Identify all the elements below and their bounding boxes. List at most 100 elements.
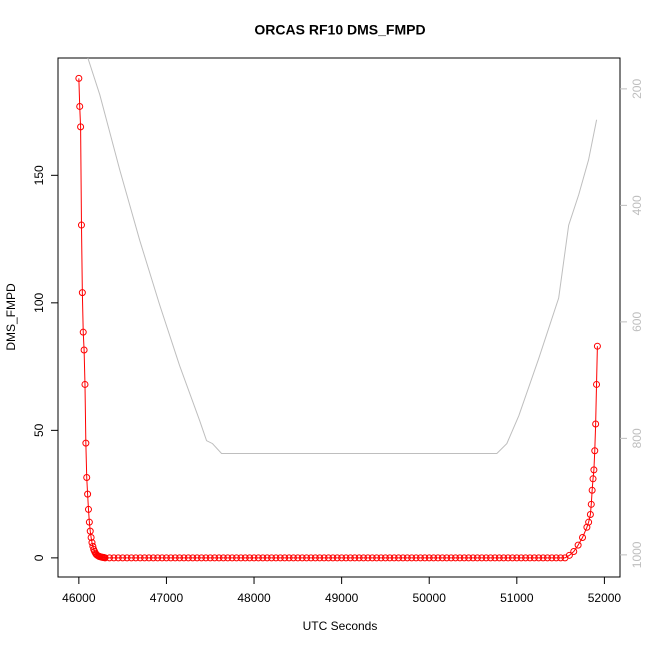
point xyxy=(246,554,254,562)
point xyxy=(268,554,276,562)
point xyxy=(263,554,271,562)
point xyxy=(395,554,403,562)
point xyxy=(508,554,516,562)
point xyxy=(233,554,241,562)
point xyxy=(451,554,459,562)
point xyxy=(469,554,477,562)
point xyxy=(588,486,596,494)
point xyxy=(81,380,89,388)
point xyxy=(79,328,87,336)
point xyxy=(307,554,315,562)
point xyxy=(228,554,236,562)
point xyxy=(552,554,560,562)
point xyxy=(324,554,332,562)
point xyxy=(123,554,131,562)
point xyxy=(593,342,601,350)
point xyxy=(513,554,521,562)
y2-tick-label: 600 xyxy=(630,312,644,332)
point xyxy=(254,554,262,562)
point xyxy=(87,533,95,541)
point xyxy=(303,554,311,562)
point xyxy=(83,474,91,482)
point xyxy=(487,554,495,562)
point xyxy=(85,518,93,526)
x-axis-label: UTC Seconds xyxy=(303,619,378,633)
point xyxy=(171,554,179,562)
point xyxy=(106,554,114,562)
point xyxy=(421,554,429,562)
y-tick-label: 50 xyxy=(32,423,46,437)
point xyxy=(399,554,407,562)
chart-title: ORCAS RF10 DMS_FMPD xyxy=(254,22,425,38)
point xyxy=(342,554,350,562)
point xyxy=(377,554,385,562)
point xyxy=(591,447,599,455)
point xyxy=(386,554,394,562)
point xyxy=(530,554,538,562)
point xyxy=(491,554,499,562)
point xyxy=(574,541,582,549)
point xyxy=(78,289,86,297)
point xyxy=(355,554,363,562)
point xyxy=(338,554,346,562)
point xyxy=(197,554,205,562)
point xyxy=(517,554,525,562)
point xyxy=(224,554,232,562)
point xyxy=(110,554,118,562)
series-line xyxy=(87,57,598,455)
point xyxy=(80,346,88,354)
point xyxy=(202,554,210,562)
point xyxy=(585,518,593,526)
point xyxy=(333,554,341,562)
point xyxy=(289,554,297,562)
point xyxy=(77,123,85,131)
y2-tick-label: 200 xyxy=(630,79,644,99)
x-tick-label: 46000 xyxy=(62,591,96,605)
point xyxy=(589,475,597,483)
point xyxy=(281,554,289,562)
point xyxy=(456,554,464,562)
point xyxy=(101,554,109,562)
point xyxy=(364,554,372,562)
point xyxy=(162,554,170,562)
point xyxy=(586,511,594,519)
point xyxy=(149,554,157,562)
point xyxy=(403,554,411,562)
point xyxy=(425,554,433,562)
point xyxy=(548,554,556,562)
point xyxy=(351,554,359,562)
point xyxy=(114,554,122,562)
point xyxy=(557,554,565,562)
point xyxy=(145,554,153,562)
point xyxy=(535,554,543,562)
point xyxy=(259,554,267,562)
point xyxy=(500,554,508,562)
point xyxy=(570,547,578,555)
y-tick-label: 100 xyxy=(32,293,46,313)
point xyxy=(430,554,438,562)
point xyxy=(193,554,201,562)
point xyxy=(593,380,601,388)
point xyxy=(311,554,319,562)
x-tick-label: 50000 xyxy=(413,591,447,605)
point xyxy=(390,554,398,562)
point xyxy=(373,554,381,562)
point xyxy=(180,554,188,562)
point xyxy=(76,102,84,110)
point xyxy=(189,554,197,562)
point xyxy=(241,554,249,562)
point xyxy=(298,554,306,562)
point xyxy=(329,554,337,562)
point xyxy=(219,554,227,562)
point xyxy=(565,551,573,559)
point xyxy=(543,554,551,562)
point xyxy=(438,554,446,562)
point xyxy=(84,505,92,513)
point xyxy=(154,554,162,562)
point xyxy=(82,439,90,447)
point xyxy=(590,466,598,474)
point xyxy=(141,554,149,562)
y-tick-label: 0 xyxy=(32,554,46,561)
point xyxy=(504,554,512,562)
